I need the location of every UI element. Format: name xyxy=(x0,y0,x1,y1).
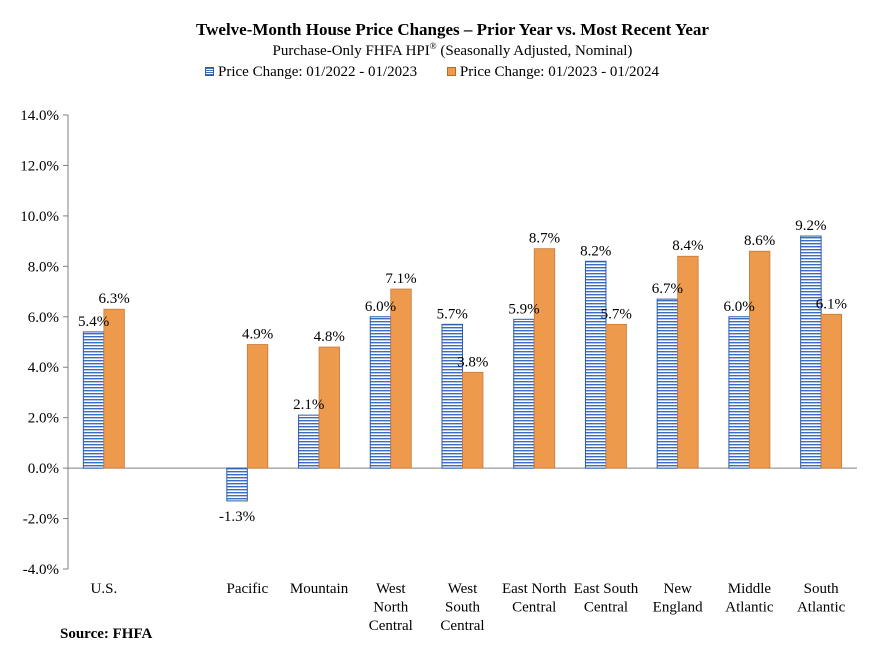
registered-mark: ® xyxy=(429,41,437,51)
bar-recent-year xyxy=(462,371,484,469)
legend-swatch-recent-year xyxy=(446,67,456,76)
x-tick-label: West xyxy=(376,581,406,597)
y-tick-label: -4.0% xyxy=(23,562,59,578)
x-tick-label: England xyxy=(653,600,703,616)
x-tick-label: New xyxy=(664,581,692,597)
y-tick-label: 10.0% xyxy=(20,209,59,225)
subtitle-rest: (Seasonally Adjusted, Nominal) xyxy=(436,43,633,59)
bar-recent-year xyxy=(390,288,412,469)
data-label-recent-year: 3.8% xyxy=(457,354,488,370)
data-label-recent-year: 8.7% xyxy=(529,231,560,247)
y-tick-label: 6.0% xyxy=(28,310,59,326)
y-tick-label: 12.0% xyxy=(20,158,59,174)
data-label-prior-year: 6.0% xyxy=(365,299,396,315)
x-tick-label: Mountain xyxy=(290,581,349,597)
subtitle-main: Purchase-Only FHFA HPI xyxy=(272,43,430,59)
legend-entry-prior-year: Price Change: 01/2022 - 01/2023 xyxy=(205,64,417,81)
source-note: Source: FHFA xyxy=(60,626,153,642)
bar-prior-year xyxy=(513,318,535,469)
bar-recent-year xyxy=(677,255,699,469)
chart-subtitle: Purchase-Only FHFA HPI® (Seasonally Adju… xyxy=(0,41,870,60)
bar-recent-year xyxy=(533,248,556,469)
bar-recent-year xyxy=(749,250,771,469)
x-tick-label: Atlantic xyxy=(797,600,846,616)
x-tick-label: Middle xyxy=(728,581,772,597)
x-tick-label: Atlantic xyxy=(725,600,774,616)
bar-recent-year xyxy=(318,346,340,469)
bar-recent-year xyxy=(820,313,843,469)
legend-label-recent-year: Price Change: 01/2023 - 01/2024 xyxy=(459,64,660,80)
bar-recent-year xyxy=(605,323,627,469)
x-tick-label: North xyxy=(373,600,408,616)
data-label-prior-year: -1.3% xyxy=(219,509,255,525)
data-label-prior-year: 5.4% xyxy=(78,314,109,330)
data-label-prior-year: 8.2% xyxy=(580,243,611,259)
x-tick-label: Central xyxy=(369,618,413,634)
data-label-recent-year: 7.1% xyxy=(385,271,416,287)
bar-prior-year xyxy=(656,298,679,469)
legend-entry-recent-year: Price Change: 01/2023 - 01/2024 xyxy=(446,64,660,81)
x-tick-label: South xyxy=(804,581,840,597)
data-label-recent-year: 4.8% xyxy=(314,329,345,345)
data-label-prior-year: 6.7% xyxy=(652,281,683,297)
bar-prior-year xyxy=(226,467,248,502)
data-label-recent-year: 8.4% xyxy=(672,238,703,254)
data-label-prior-year: 9.2% xyxy=(795,218,826,234)
y-tick-label: 8.0% xyxy=(28,259,59,275)
y-tick-label: 2.0% xyxy=(28,411,59,427)
data-label-prior-year: 5.9% xyxy=(508,301,539,317)
data-label-recent-year: 6.1% xyxy=(816,296,847,312)
x-tick-label: East North xyxy=(502,581,567,597)
data-label-prior-year: 2.1% xyxy=(293,397,324,413)
x-tick-label: Central xyxy=(512,600,556,616)
bar-recent-year xyxy=(103,308,125,469)
x-tick-label: Central xyxy=(584,600,628,616)
x-tick-label: West xyxy=(448,581,478,597)
data-label-recent-year: 4.9% xyxy=(242,327,273,343)
data-label-recent-year: 6.3% xyxy=(98,291,129,307)
bar-recent-year xyxy=(246,344,269,469)
bar-prior-year xyxy=(82,331,105,469)
bar-prior-year xyxy=(441,323,463,469)
y-tick-label: 0.0% xyxy=(28,461,59,477)
y-tick-label: 14.0% xyxy=(20,108,59,124)
bar-prior-year xyxy=(584,260,607,469)
legend-label-prior-year: Price Change: 01/2022 - 01/2023 xyxy=(218,64,418,80)
data-label-prior-year: 5.7% xyxy=(437,306,468,322)
data-label-recent-year: 8.6% xyxy=(744,233,775,249)
bar-prior-year xyxy=(800,235,822,469)
data-label-prior-year: 6.0% xyxy=(724,299,755,315)
chart-title: Twelve-Month House Price Changes – Prior… xyxy=(196,20,709,39)
data-label-recent-year: 5.7% xyxy=(601,306,632,322)
x-tick-label: U.S. xyxy=(91,581,118,597)
x-tick-label: Central xyxy=(440,618,484,634)
x-tick-label: East South xyxy=(574,581,639,597)
bar-prior-year xyxy=(728,316,750,469)
legend-swatch-prior-year xyxy=(205,67,214,76)
bar-prior-year xyxy=(369,316,392,469)
x-tick-label: Pacific xyxy=(226,581,268,597)
y-tick-label: -2.0% xyxy=(23,512,59,528)
chart-legend: Price Change: 01/2022 - 01/2023 Price Ch… xyxy=(205,64,685,81)
y-tick-label: 4.0% xyxy=(28,360,59,376)
x-tick-label: South xyxy=(445,600,481,616)
bar-prior-year xyxy=(298,414,320,469)
